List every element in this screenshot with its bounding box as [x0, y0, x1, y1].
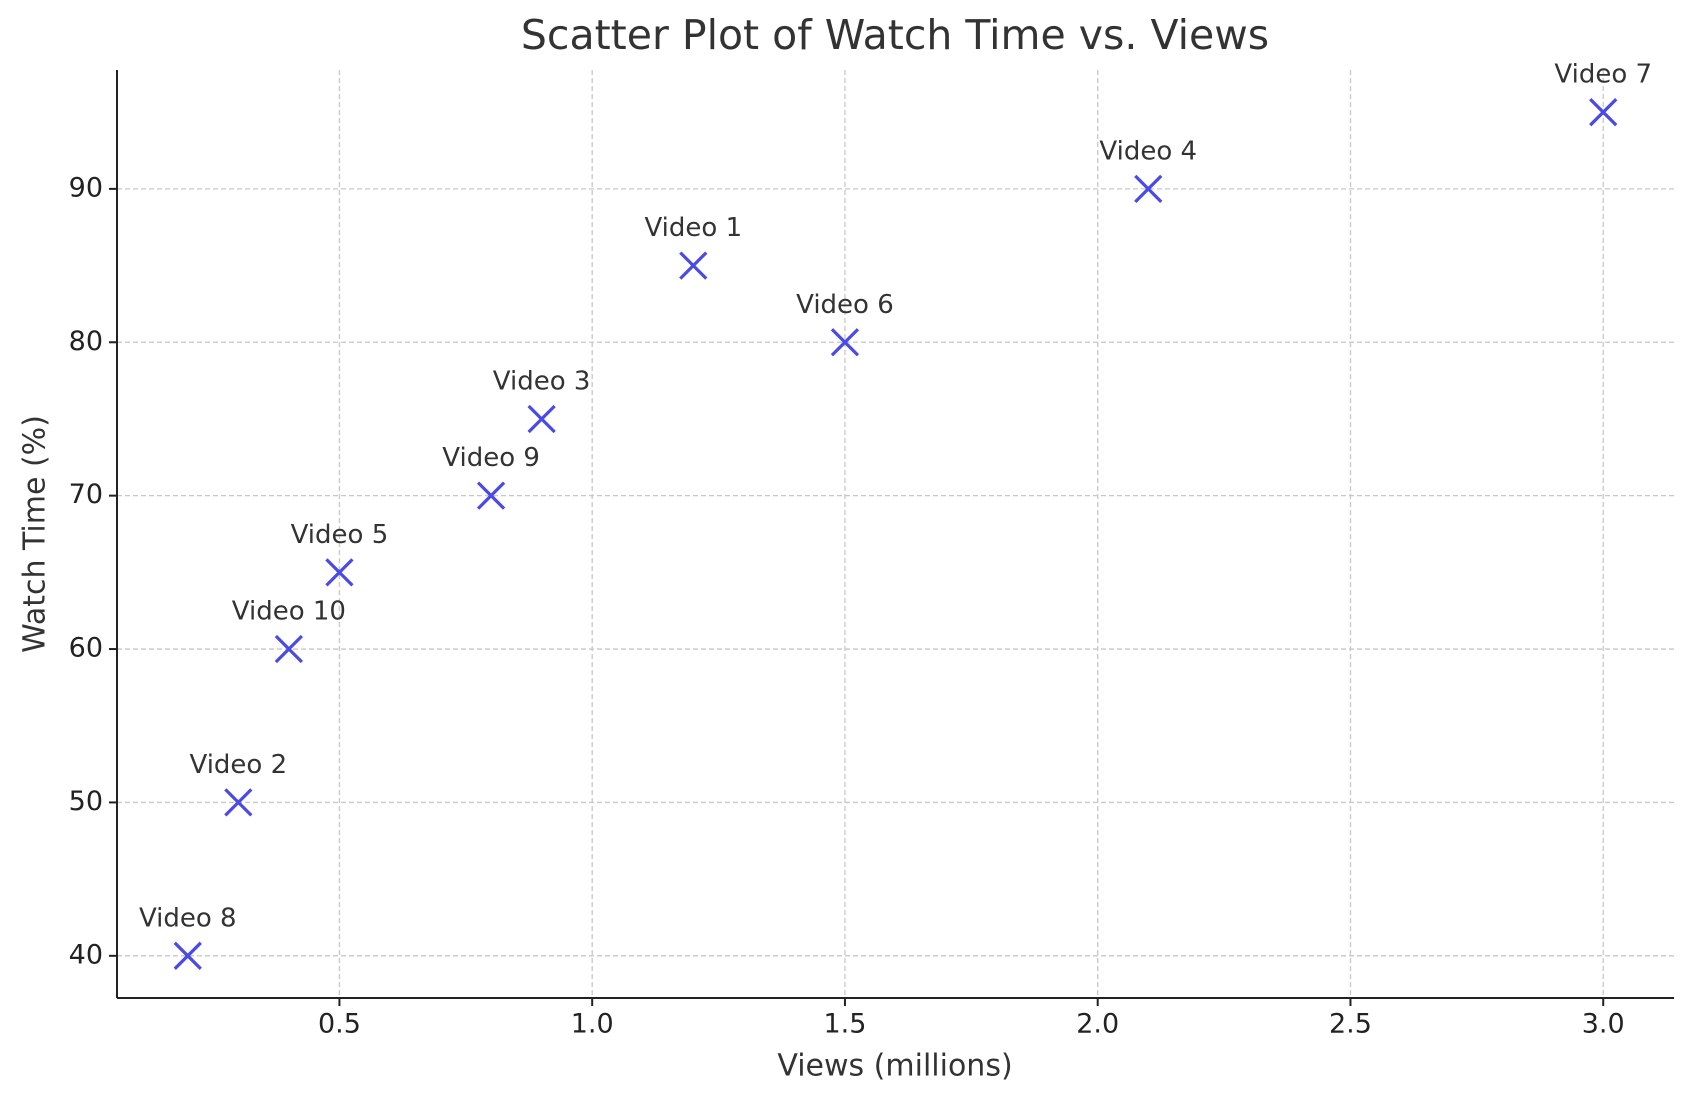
x-tick-label: 3.0	[1582, 1009, 1625, 1040]
grid	[117, 70, 1674, 998]
chart-title: Scatter Plot of Watch Time vs. Views	[521, 11, 1269, 59]
x-tick-label: 1.0	[571, 1009, 614, 1040]
y-tick-label: 70	[69, 479, 103, 510]
point-label: Video 2	[189, 750, 287, 780]
x-tick-label: 1.5	[823, 1009, 866, 1040]
y-tick-label: 90	[69, 172, 103, 203]
data-point	[527, 404, 556, 434]
data-point	[1134, 174, 1163, 204]
x-tick-label: 2.5	[1329, 1009, 1372, 1040]
x-tick-label: 2.0	[1076, 1009, 1119, 1040]
data-point	[224, 788, 253, 817]
point-label: Video 8	[139, 903, 237, 933]
data-point	[173, 941, 202, 970]
y-tick-label: 60	[69, 633, 103, 664]
y-tick-label: 40	[69, 939, 103, 970]
point-label: Video 7	[1554, 60, 1652, 90]
data-point	[830, 328, 860, 357]
point-label: Video 1	[644, 213, 742, 243]
data-point	[679, 251, 708, 280]
y-axis-label: Watch Time (%)	[18, 415, 53, 653]
x-tick-label: 0.5	[318, 1009, 361, 1040]
point-label: Video 3	[493, 366, 591, 396]
point-label: Video 4	[1099, 136, 1197, 166]
point-label: Video 6	[796, 290, 894, 320]
data-point	[274, 634, 304, 664]
point-label: Video 9	[442, 443, 540, 473]
x-axis-label: Views (millions)	[777, 1049, 1012, 1084]
data-point	[325, 558, 354, 587]
y-tick-label: 80	[69, 326, 103, 357]
point-label: Video 10	[232, 597, 346, 627]
y-tick-label: 50	[69, 786, 103, 817]
data-point	[476, 481, 506, 510]
point-label: Video 5	[291, 520, 389, 550]
data-point	[1589, 98, 1618, 127]
